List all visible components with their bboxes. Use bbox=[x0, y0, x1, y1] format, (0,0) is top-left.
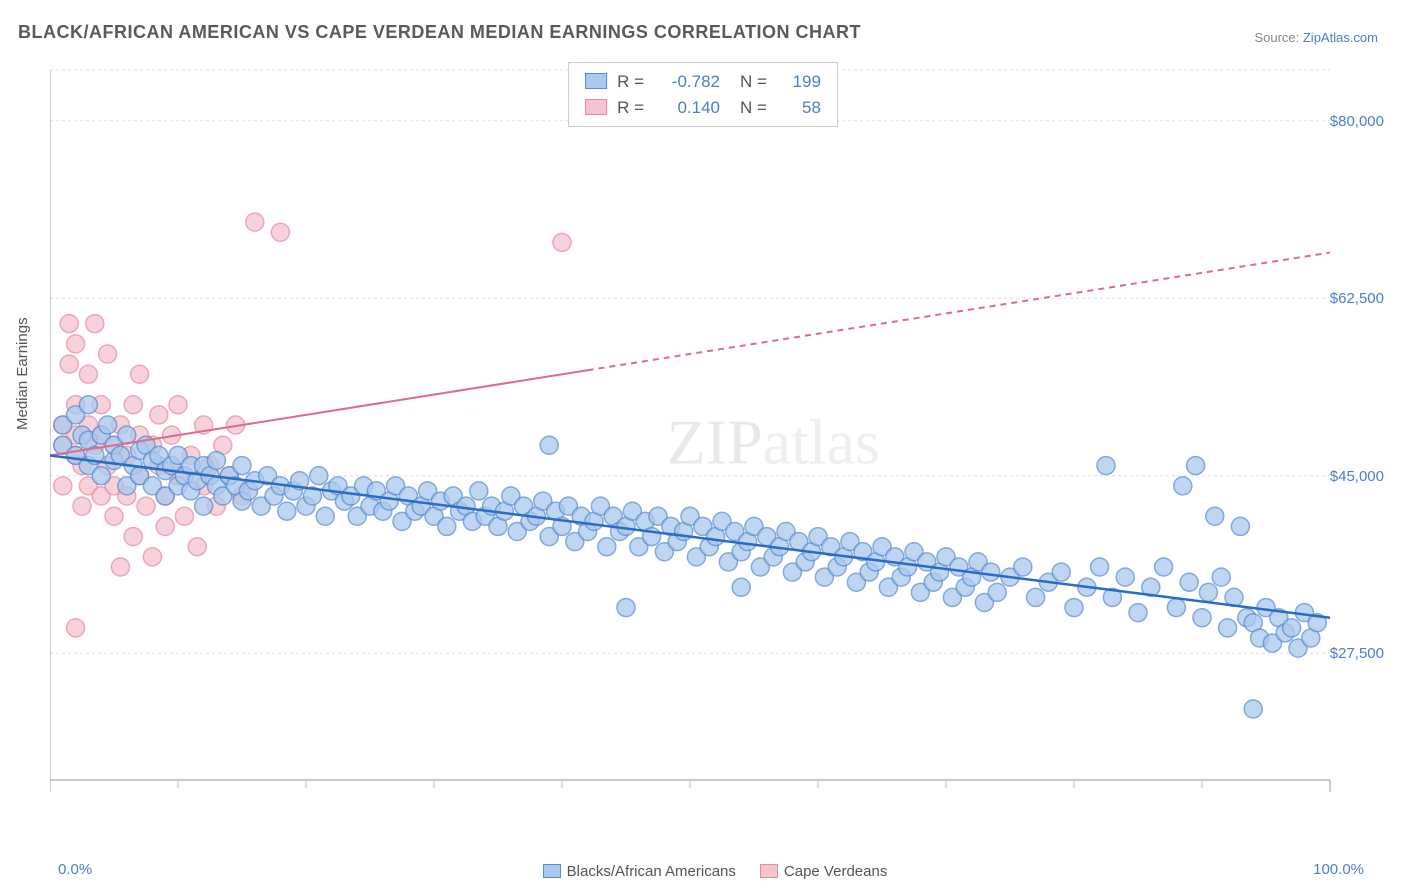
y-axis-label: Median Earnings bbox=[14, 317, 31, 430]
scatter-chart bbox=[50, 60, 1370, 810]
n-value: 58 bbox=[773, 95, 821, 121]
r-label: R = bbox=[617, 98, 644, 117]
n-label: N = bbox=[740, 98, 767, 117]
r-value: -0.782 bbox=[650, 69, 720, 95]
y-tick-label: $62,500 bbox=[1330, 290, 1384, 307]
plot-area bbox=[50, 60, 1370, 810]
x-tick-min: 0.0% bbox=[58, 861, 92, 878]
correlation-legend: R = -0.782 N = 199 R = 0.140 N = 58 bbox=[568, 62, 838, 127]
legend-label: Cape Verdeans bbox=[784, 863, 887, 880]
y-tick-label: $45,000 bbox=[1330, 468, 1384, 485]
source-attribution: Source: ZipAtlas.com bbox=[1254, 30, 1378, 45]
x-tick-max: 100.0% bbox=[1313, 861, 1364, 878]
series-legend: Blacks/African Americans Cape Verdeans bbox=[0, 863, 1406, 880]
legend-label: Blacks/African Americans bbox=[567, 863, 736, 880]
legend-swatch bbox=[543, 864, 561, 878]
n-value: 199 bbox=[773, 69, 821, 95]
legend-swatch bbox=[760, 864, 778, 878]
source-link[interactable]: ZipAtlas.com bbox=[1303, 30, 1378, 45]
source-label: Source: bbox=[1254, 30, 1302, 45]
legend-swatch bbox=[585, 99, 607, 115]
y-tick-label: $80,000 bbox=[1330, 113, 1384, 130]
legend-stat-row: R = 0.140 N = 58 bbox=[585, 95, 821, 121]
y-tick-label: $27,500 bbox=[1330, 645, 1384, 662]
r-value: 0.140 bbox=[650, 95, 720, 121]
r-label: R = bbox=[617, 72, 644, 91]
chart-title: BLACK/AFRICAN AMERICAN VS CAPE VERDEAN M… bbox=[18, 22, 861, 43]
legend-swatch bbox=[585, 73, 607, 89]
n-label: N = bbox=[740, 72, 767, 91]
legend-stat-row: R = -0.782 N = 199 bbox=[585, 69, 821, 95]
